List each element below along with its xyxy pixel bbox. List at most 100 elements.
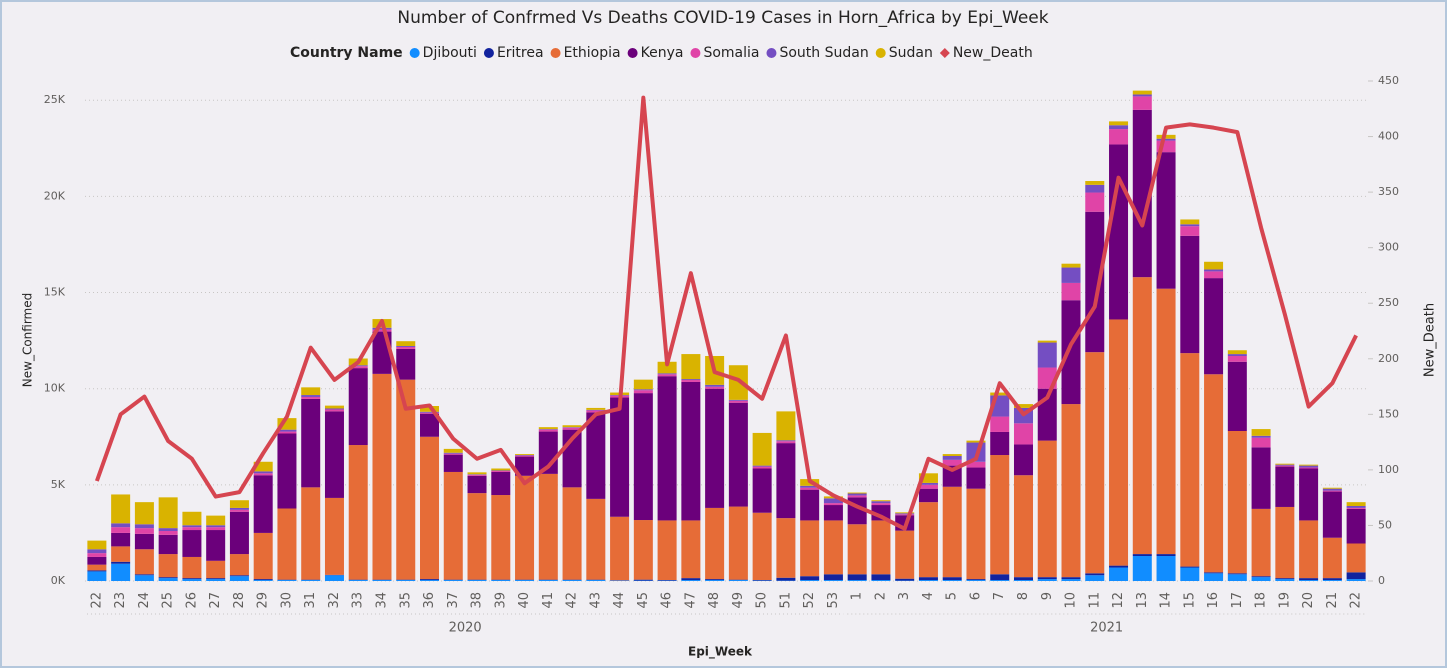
bar-segment — [871, 500, 890, 501]
bar-segment — [824, 580, 843, 581]
bar-segment — [206, 527, 225, 530]
bar-segment — [230, 554, 249, 575]
x-tick-label: 15 — [1182, 592, 1197, 609]
bar-segment — [87, 553, 106, 557]
x-tick-label: 18 — [1254, 592, 1269, 609]
bar-segment — [990, 417, 1009, 432]
bar-segment — [800, 490, 819, 521]
bar-segment — [871, 503, 890, 505]
bar-segment — [586, 412, 605, 499]
bar-segment — [491, 472, 510, 495]
bar-segment — [159, 577, 178, 578]
bar-segment — [1275, 507, 1294, 578]
x-tick-label: 1 — [850, 592, 865, 600]
bar-segment — [753, 466, 772, 467]
bar-segment — [1038, 579, 1057, 581]
bar-segment — [1180, 224, 1199, 226]
x-tick-label: 20 — [1301, 592, 1316, 609]
bar-segment — [159, 531, 178, 535]
y2-tick-label: 350 — [1378, 185, 1399, 198]
chart-title: Number of Confrmed Vs Deaths COVID-19 Ca… — [397, 8, 1048, 28]
bar-segment — [1299, 520, 1318, 578]
bar-segment — [539, 474, 558, 580]
bar-segment — [824, 574, 843, 580]
bar-segment — [1204, 262, 1223, 270]
bar-segment — [135, 534, 154, 549]
bar-segment — [943, 580, 962, 581]
y2-tick-label: 450 — [1378, 74, 1399, 87]
bar-segment — [111, 494, 130, 523]
y-tick-label: 5K — [51, 478, 66, 491]
bar-segment — [135, 502, 154, 524]
bar-segment — [87, 541, 106, 550]
bar-segment — [753, 580, 772, 581]
x-tick-label: 25 — [161, 592, 176, 609]
y-tick-label: 20K — [44, 189, 66, 202]
bar-segment — [206, 525, 225, 527]
bar-segment — [182, 512, 201, 525]
x-tick-label: 45 — [636, 592, 651, 609]
bar-segment — [1062, 300, 1081, 404]
legend-marker — [766, 48, 776, 58]
bar-segment — [1085, 212, 1104, 352]
bar-segment — [634, 580, 653, 581]
bar-segment — [1252, 509, 1271, 576]
bar-segment — [1109, 129, 1128, 144]
bar-segment — [1299, 468, 1318, 469]
bar-segment — [1347, 572, 1366, 579]
bar-segment — [491, 471, 510, 472]
x-tick-label: 13 — [1135, 592, 1150, 609]
x-tick-label: 9 — [1040, 592, 1055, 600]
bar-segment — [1062, 579, 1081, 581]
bar-segment — [705, 508, 724, 579]
x-tick-label: 28 — [232, 592, 247, 609]
bar-segment — [1180, 226, 1199, 236]
bar-segment — [1085, 181, 1104, 185]
bar-segment — [135, 575, 154, 581]
x-tick-label: 27 — [208, 592, 223, 609]
x-tick-label: 49 — [731, 592, 746, 609]
x-tick-label: 38 — [470, 592, 485, 609]
bar-segment — [1180, 236, 1199, 353]
bar-segment — [1014, 580, 1033, 581]
bar-segment — [919, 489, 938, 502]
y-axis-label: New_Confirmed — [21, 293, 35, 387]
bar-segment — [230, 500, 249, 508]
bar-segment — [396, 349, 415, 380]
bar-segment — [349, 368, 368, 445]
x-tick-label: 29 — [256, 592, 271, 609]
legend-marker — [410, 48, 420, 58]
bar-segment — [1157, 554, 1176, 556]
bar-segment — [325, 409, 344, 410]
bar-segment — [1347, 509, 1366, 544]
bar-segment — [1252, 447, 1271, 509]
bar-segment — [1085, 193, 1104, 212]
bar-segment — [1085, 185, 1104, 193]
bar-segment — [1275, 466, 1294, 467]
bar-segment — [444, 449, 463, 453]
bar-segment — [1347, 502, 1366, 506]
bar-segment — [729, 507, 748, 580]
x-tick-label: 7 — [992, 592, 1007, 600]
bar-segment — [729, 400, 748, 401]
bar-segment — [634, 390, 653, 393]
bar-segment — [1038, 343, 1057, 368]
bar-segment — [1323, 488, 1342, 489]
bar-segment — [1204, 573, 1223, 581]
bar-segment — [396, 346, 415, 347]
x-tick-label: 33 — [351, 592, 366, 609]
bar-segment — [159, 535, 178, 554]
bar-segment — [301, 387, 320, 395]
bar-segment — [563, 425, 582, 427]
bar-segment — [800, 520, 819, 576]
bar-segment — [1062, 264, 1081, 268]
bar-segment — [539, 430, 558, 432]
bar-segment — [1299, 469, 1318, 521]
bar-segment — [658, 520, 677, 580]
legend-label: Somalia — [703, 45, 759, 61]
bar-segment — [990, 455, 1009, 574]
bar-segment — [135, 574, 154, 575]
bar-segment — [729, 403, 748, 507]
bar-segment — [1323, 491, 1342, 492]
